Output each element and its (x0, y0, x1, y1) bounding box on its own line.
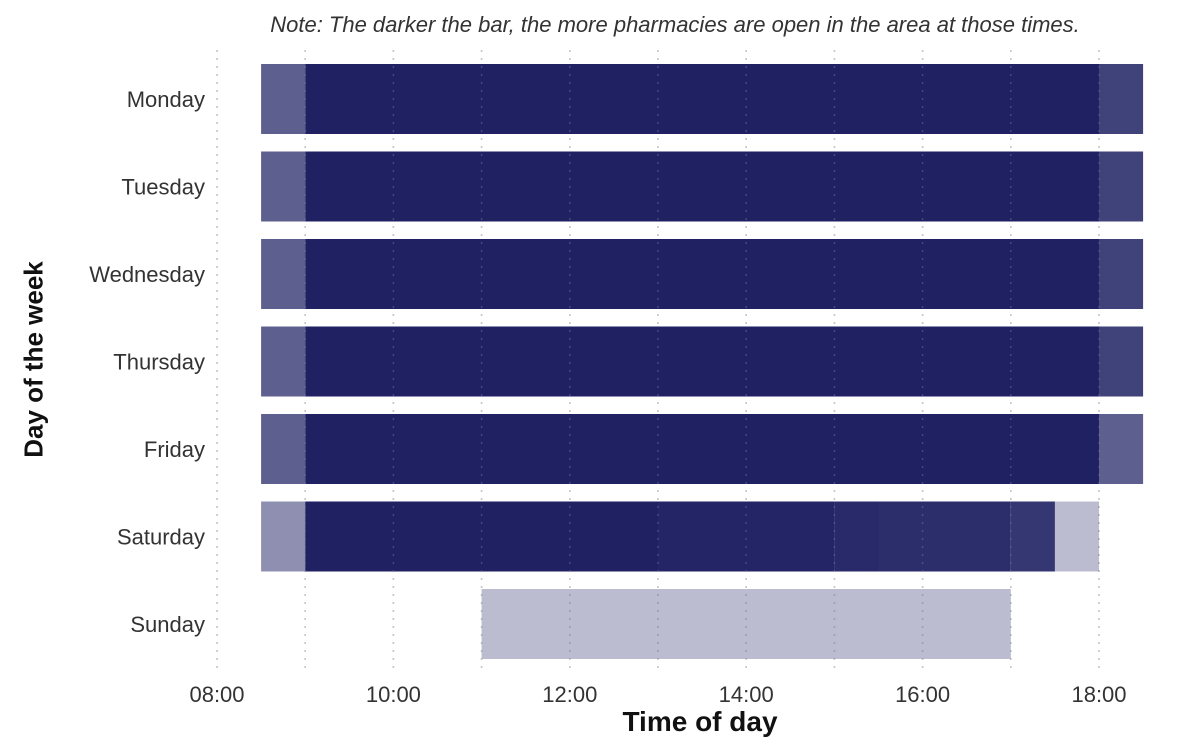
bar-segment-wednesday (261, 239, 306, 309)
y-tick-label: Friday (144, 437, 205, 462)
bar-segment-tuesday (305, 151, 1099, 222)
bar-segment-tuesday (261, 151, 306, 222)
bar-segment-saturday (1010, 501, 1055, 572)
chart-note: Note: The darker the bar, the more pharm… (270, 12, 1080, 37)
bar-segment-thursday (305, 326, 1099, 397)
x-axis-title: Time of day (622, 706, 778, 737)
y-tick-label: Tuesday (121, 175, 205, 200)
x-tick-label: 12:00 (542, 682, 597, 707)
bar-segment-wednesday (1099, 239, 1144, 309)
x-tick-label: 08:00 (189, 682, 244, 707)
bar-segment-wednesday (305, 239, 1099, 309)
y-tick-label: Saturday (117, 525, 205, 550)
x-tick-label: 18:00 (1071, 682, 1126, 707)
bar-segment-thursday (1099, 326, 1144, 397)
y-tick-label: Thursday (113, 350, 205, 375)
bar-segment-friday (1099, 414, 1144, 484)
bar-segment-monday (261, 64, 306, 134)
bar-segment-tuesday (1099, 151, 1144, 222)
bar-segment-sunday (481, 589, 1011, 659)
x-tick-label: 16:00 (895, 682, 950, 707)
bar-segment-saturday (261, 501, 306, 572)
x-tick-label: 14:00 (719, 682, 774, 707)
bar-segment-saturday (834, 501, 879, 572)
bar-segment-monday (1099, 64, 1144, 134)
bar-segment-friday (261, 414, 306, 484)
bar-segment-saturday (1054, 501, 1099, 572)
bar-segment-saturday (658, 501, 835, 572)
x-tick-label: 10:00 (366, 682, 421, 707)
bar-segment-friday (305, 414, 1099, 484)
y-tick-label: Sunday (130, 612, 205, 637)
bar-segment-monday (305, 64, 1099, 134)
y-tick-label: Monday (127, 87, 205, 112)
bar-segment-saturday (305, 501, 658, 572)
bar-segment-thursday (261, 326, 306, 397)
y-tick-label: Wednesday (89, 262, 205, 287)
bar-segment-saturday (878, 501, 1011, 572)
